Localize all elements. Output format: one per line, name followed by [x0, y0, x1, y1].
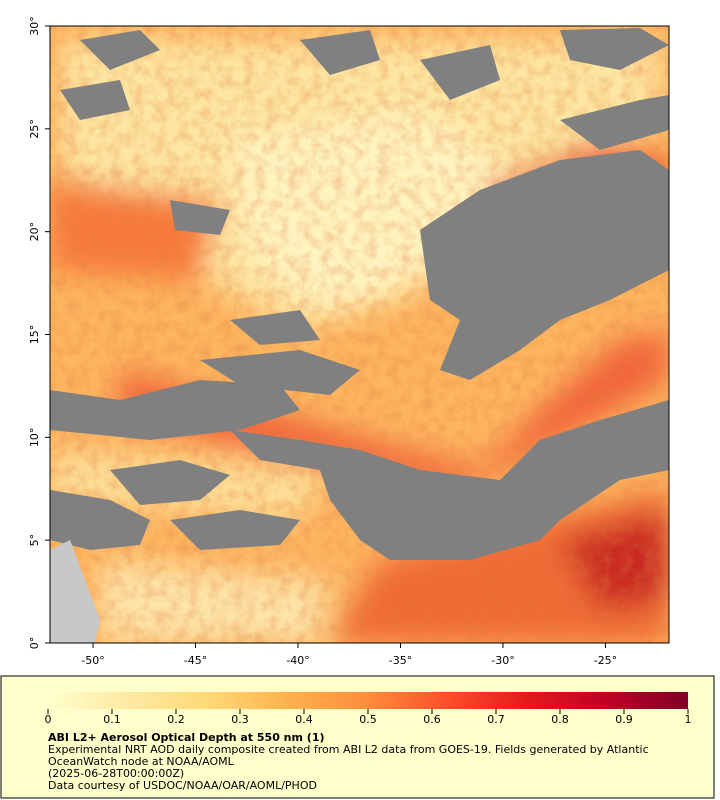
aod-texture: [50, 26, 669, 643]
land: [50, 540, 100, 643]
colorbar-tick-label: 0.5: [359, 713, 377, 726]
x-tick-label: -50°: [81, 654, 104, 667]
legend-description: Experimental NRT AOD daily composite cre…: [48, 743, 649, 768]
x-tick-label: -30°: [491, 654, 514, 667]
x-tick-label: -35°: [389, 654, 412, 667]
x-tick-label: -40°: [286, 654, 309, 667]
x-tick-label: -25°: [594, 654, 617, 667]
legend-title: ABI L2+ Aerosol Optical Depth at 550 nm …: [48, 731, 325, 744]
y-tick-label: 15°: [28, 325, 41, 345]
colorbar-tick-label: 0.1: [103, 713, 121, 726]
colorbar-tick-label: 0.8: [551, 713, 569, 726]
y-tick-label: 30°: [28, 16, 41, 36]
y-tick-label: 20°: [28, 222, 41, 242]
colorbar-tick-label: 0: [45, 713, 52, 726]
cloud-mask: [50, 28, 669, 560]
y-tick-label: 10°: [28, 428, 41, 448]
legend-credit: Data courtesy of USDOC/NOAA/OAR/AOML/PHO…: [48, 779, 317, 792]
y-tick-label: 25°: [28, 119, 41, 139]
colorbar-tick-label: 0.3: [231, 713, 249, 726]
colorbar-tick-label: 1: [685, 713, 692, 726]
colorbar-tick-label: 0.6: [423, 713, 441, 726]
colorbar-tick-label: 0.7: [487, 713, 505, 726]
colorbar-tick-label: 0.2: [167, 713, 185, 726]
colorbar: 0 0.1 0.2 0.3 0.4 0.5 0.6 0.7 0.8 0.9 1: [45, 692, 692, 726]
colorbar-tick-label: 0.9: [615, 713, 633, 726]
colorbar-tick-label: 0.4: [295, 713, 313, 726]
legend-date: (2025-06-28T00:00:00Z): [48, 767, 185, 780]
y-tick-label: 5°: [28, 534, 41, 547]
x-tick-label: -45°: [184, 654, 207, 667]
map-area: [50, 26, 669, 643]
y-tick-label: 0°: [28, 637, 41, 650]
colorbar-scale: [48, 692, 688, 709]
axes: -50° -45° -40° -35° -30° -25° 0° 5° 10° 15° 20° 25°…: [28, 16, 617, 667]
